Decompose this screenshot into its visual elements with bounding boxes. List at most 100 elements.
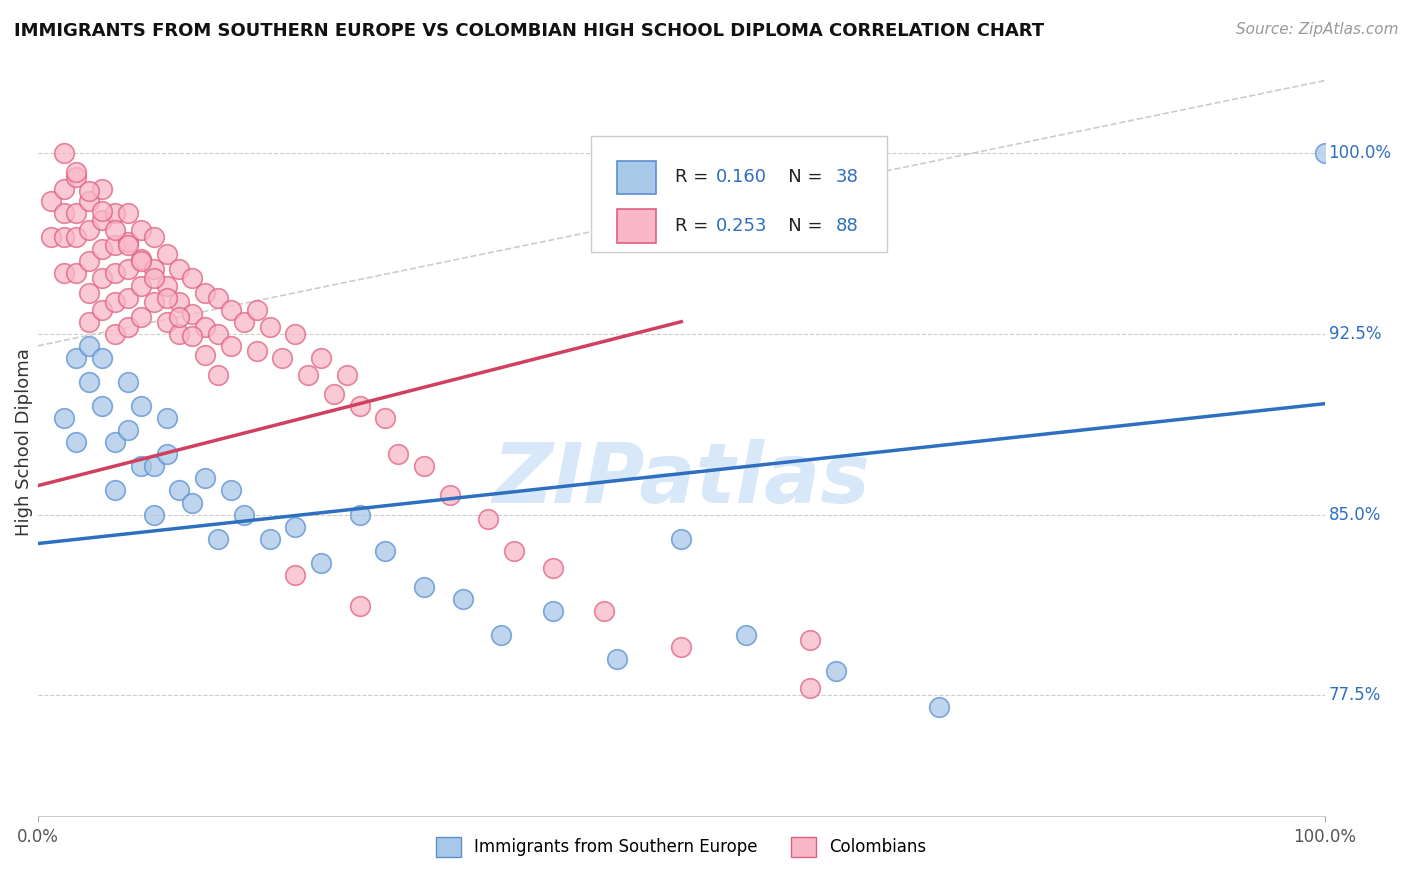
Point bbox=[155, 278, 177, 293]
Point bbox=[297, 368, 319, 382]
Point bbox=[246, 302, 269, 317]
Point bbox=[104, 267, 127, 281]
Point bbox=[155, 447, 177, 461]
Point bbox=[129, 252, 152, 266]
Point bbox=[169, 310, 191, 324]
Point bbox=[79, 339, 101, 353]
Point bbox=[284, 567, 307, 582]
Point bbox=[52, 230, 75, 244]
Point bbox=[79, 223, 101, 237]
Point bbox=[207, 291, 229, 305]
Point bbox=[322, 387, 344, 401]
Point bbox=[65, 169, 87, 184]
Point bbox=[232, 315, 254, 329]
Point bbox=[387, 447, 409, 461]
Point bbox=[142, 459, 165, 474]
Point bbox=[52, 411, 75, 425]
Point bbox=[349, 399, 371, 413]
Point bbox=[309, 556, 332, 570]
Point bbox=[65, 230, 87, 244]
Point bbox=[117, 375, 139, 389]
Point bbox=[104, 326, 127, 341]
Point bbox=[336, 368, 359, 382]
Point bbox=[142, 230, 165, 244]
Point bbox=[52, 182, 75, 196]
Point bbox=[129, 399, 152, 413]
Point bbox=[91, 182, 114, 196]
Point bbox=[207, 368, 229, 382]
Point bbox=[117, 291, 139, 305]
Point bbox=[169, 295, 191, 310]
Point bbox=[207, 532, 229, 546]
Point bbox=[52, 206, 75, 220]
Point bbox=[219, 339, 242, 353]
Point bbox=[541, 560, 564, 574]
Point bbox=[928, 700, 950, 714]
Point bbox=[142, 271, 165, 285]
Point bbox=[671, 532, 693, 546]
Point bbox=[413, 459, 436, 474]
Point bbox=[155, 247, 177, 261]
Point bbox=[91, 302, 114, 317]
Text: R =: R = bbox=[675, 169, 714, 186]
Text: 38: 38 bbox=[835, 169, 859, 186]
Point bbox=[349, 599, 371, 614]
Text: Source: ZipAtlas.com: Source: ZipAtlas.com bbox=[1236, 22, 1399, 37]
Point bbox=[129, 254, 152, 268]
Point bbox=[451, 591, 474, 606]
Point bbox=[503, 543, 526, 558]
Text: R =: R = bbox=[675, 218, 714, 235]
Point bbox=[259, 319, 281, 334]
FancyBboxPatch shape bbox=[617, 161, 655, 194]
Point bbox=[142, 508, 165, 522]
Point bbox=[349, 508, 371, 522]
Text: N =: N = bbox=[772, 218, 828, 235]
Point bbox=[65, 267, 87, 281]
Point bbox=[117, 206, 139, 220]
Point bbox=[79, 285, 101, 300]
Point bbox=[104, 237, 127, 252]
Text: ZIPatlas: ZIPatlas bbox=[492, 439, 870, 520]
Point bbox=[155, 315, 177, 329]
Point bbox=[65, 165, 87, 179]
Point bbox=[79, 185, 101, 199]
Point bbox=[79, 194, 101, 208]
Point bbox=[142, 261, 165, 276]
Point bbox=[104, 483, 127, 498]
Point bbox=[284, 519, 307, 533]
Point bbox=[91, 399, 114, 413]
Point bbox=[593, 604, 616, 618]
Text: IMMIGRANTS FROM SOUTHERN EUROPE VS COLOMBIAN HIGH SCHOOL DIPLOMA CORRELATION CHA: IMMIGRANTS FROM SOUTHERN EUROPE VS COLOM… bbox=[14, 22, 1045, 40]
Point bbox=[169, 483, 191, 498]
Point bbox=[155, 411, 177, 425]
Text: 88: 88 bbox=[835, 218, 859, 235]
Point bbox=[117, 261, 139, 276]
Point bbox=[79, 315, 101, 329]
Point bbox=[181, 308, 204, 322]
Point bbox=[799, 681, 821, 696]
Point bbox=[181, 271, 204, 285]
Text: 92.5%: 92.5% bbox=[1329, 325, 1381, 343]
Point bbox=[129, 459, 152, 474]
Text: 85.0%: 85.0% bbox=[1329, 506, 1381, 524]
Point bbox=[39, 194, 62, 208]
Point bbox=[489, 628, 512, 642]
Point bbox=[91, 271, 114, 285]
Point bbox=[246, 343, 269, 358]
Point bbox=[117, 235, 139, 249]
Point bbox=[104, 435, 127, 450]
Point bbox=[374, 543, 396, 558]
Text: N =: N = bbox=[772, 169, 828, 186]
Point bbox=[181, 495, 204, 509]
Point bbox=[91, 351, 114, 365]
Point bbox=[232, 508, 254, 522]
Point bbox=[309, 351, 332, 365]
Point bbox=[79, 375, 101, 389]
Point bbox=[671, 640, 693, 655]
Point bbox=[413, 580, 436, 594]
Point bbox=[52, 145, 75, 160]
Point bbox=[117, 319, 139, 334]
Point bbox=[65, 351, 87, 365]
Point bbox=[284, 326, 307, 341]
Point bbox=[91, 243, 114, 257]
